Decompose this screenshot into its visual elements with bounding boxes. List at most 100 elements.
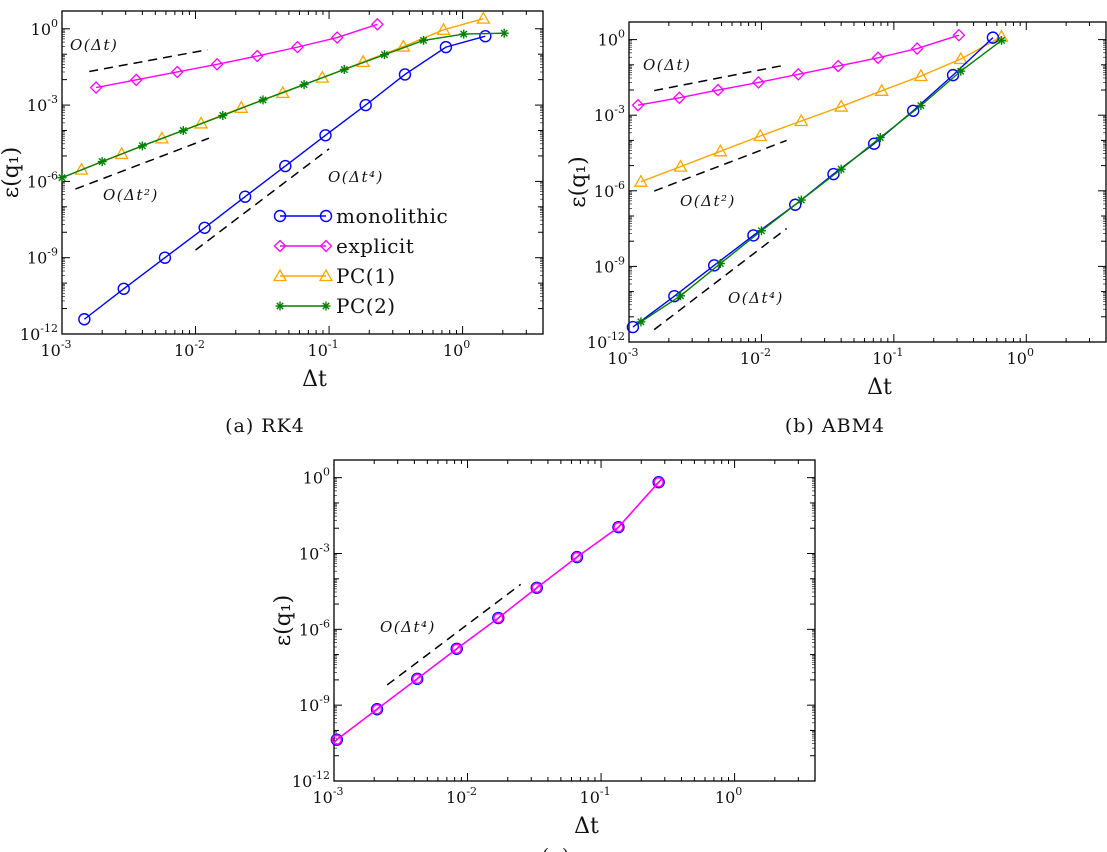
- data-point: [291, 40, 304, 54]
- data-point: [953, 51, 968, 65]
- data-point: [279, 159, 292, 173]
- data-point: [319, 209, 333, 223]
- data-point: [570, 550, 584, 564]
- data-point: [319, 129, 332, 142]
- data-point: [916, 101, 926, 111]
- data-point: [451, 643, 463, 655]
- reference-slope-line: [386, 583, 522, 686]
- subfigure-caption: (b) ABM4: [785, 415, 885, 437]
- x-tick-label: 10-3: [40, 338, 71, 360]
- plot-frame: [628, 21, 1107, 343]
- legend-entry: monolithic: [273, 204, 448, 228]
- data-point: [359, 98, 372, 112]
- x-tick-label: 10-3: [312, 785, 343, 807]
- data-point: [956, 66, 966, 76]
- data-point: [753, 128, 768, 142]
- data-point: [836, 164, 846, 174]
- series-line: [336, 481, 660, 741]
- y-tick-label: 10-6: [594, 179, 625, 201]
- data-point: [756, 226, 766, 236]
- data-point: [633, 174, 649, 187]
- data-point: [319, 239, 333, 253]
- data-point: [459, 29, 469, 39]
- data-point: [258, 95, 268, 105]
- data-point: [571, 551, 583, 563]
- x-tick-label: 100: [715, 785, 742, 807]
- data-point: [450, 642, 463, 655]
- reference-slope-line: [75, 137, 210, 190]
- data-point: [299, 80, 309, 90]
- data-point: [318, 268, 334, 282]
- data-point: [613, 521, 624, 533]
- legend-entry: PC(1): [272, 264, 395, 288]
- data-point: [530, 581, 543, 594]
- data-point: [631, 98, 645, 112]
- y-tick-label: 10-12: [587, 330, 625, 352]
- data-point: [867, 137, 881, 150]
- reference-slope-label: O(Δt⁴): [728, 289, 784, 307]
- y-tick-label: 10-6: [27, 169, 58, 191]
- data-point: [170, 65, 184, 79]
- data-point: [273, 209, 287, 223]
- data-point: [210, 57, 224, 71]
- reference-slope-line: [89, 48, 208, 73]
- x-tick-label: 10-2: [174, 338, 205, 360]
- plot-c: 10-3 10-2 10-1 100 100 10-3 10-6 10-9 10-12 Δt ε(q…: [271, 459, 816, 852]
- series-line: [61, 32, 505, 179]
- data-point: [673, 159, 688, 172]
- data-point: [411, 672, 424, 686]
- data-point: [789, 198, 802, 211]
- y-tick-label: 10-9: [594, 254, 625, 276]
- data-point: [672, 91, 686, 105]
- series-line: [640, 39, 1002, 323]
- data-point: [612, 520, 625, 534]
- data-point: [439, 40, 453, 54]
- series-3: [636, 35, 1006, 327]
- data-point: [275, 85, 290, 99]
- data-point: [871, 51, 885, 65]
- y-tick-label: 10-3: [594, 103, 625, 125]
- reference-slope-line: [653, 227, 788, 331]
- series-2: [626, 31, 1000, 334]
- data-point: [952, 28, 966, 42]
- reference-slope-label: O(Δt): [70, 36, 118, 54]
- y-tick-label: 100: [31, 17, 58, 39]
- data-point: [676, 291, 686, 301]
- data-point: [476, 11, 491, 24]
- legend-label: monolithic: [336, 204, 448, 228]
- series-line: [640, 36, 1002, 183]
- series-monolithic: [78, 30, 492, 326]
- y-axis-label: ε(q₁): [271, 595, 296, 646]
- x-tick-label: 10-1: [872, 346, 903, 368]
- data-point: [330, 31, 344, 45]
- data-point: [492, 611, 505, 625]
- data-point: [653, 476, 664, 488]
- legend-label: PC(2): [336, 294, 396, 318]
- legend-entry: PC(2): [275, 294, 396, 318]
- y-axis-label: ε(q₁): [0, 147, 24, 198]
- data-point: [250, 49, 264, 63]
- data-point: [379, 50, 389, 60]
- data-point: [752, 76, 765, 89]
- x-tick-label: 10-2: [740, 346, 771, 368]
- data-point: [330, 733, 344, 746]
- data-point: [78, 313, 91, 326]
- data-point: [652, 476, 665, 489]
- x-tick-label: 10-2: [446, 785, 477, 807]
- series-line: [83, 35, 486, 320]
- series-0: [631, 28, 966, 112]
- data-point: [57, 173, 67, 183]
- data-point: [874, 83, 889, 96]
- data-point: [218, 110, 228, 120]
- data-point: [711, 83, 725, 97]
- x-axis-label: Δt: [574, 814, 599, 839]
- data-point: [275, 301, 285, 311]
- data-point: [913, 68, 928, 82]
- reference-slope-line: [195, 148, 330, 251]
- data-point: [331, 734, 343, 746]
- data-point: [827, 167, 840, 181]
- data-point: [158, 251, 172, 264]
- series-line: [632, 37, 994, 328]
- series-line: [637, 34, 960, 106]
- plot-a: 10-3 10-2 10-1 100 100 10-3 10-6 10-9 10-12 Δt ε(q…: [0, 10, 544, 437]
